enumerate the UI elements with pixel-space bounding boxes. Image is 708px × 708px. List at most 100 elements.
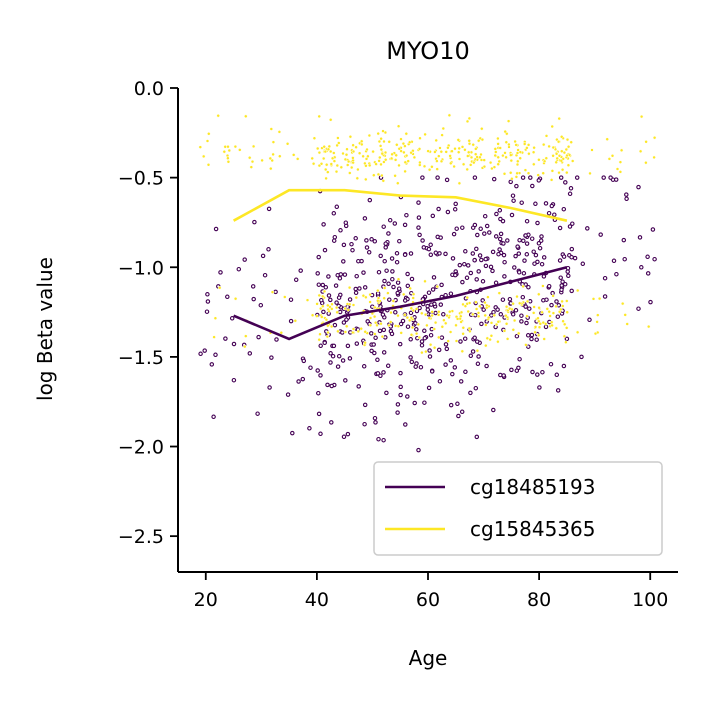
data-point-cg18485193	[341, 331, 344, 334]
data-point-cg15845365	[606, 138, 609, 141]
data-point-cg18485193	[512, 313, 515, 316]
data-point-cg18485193	[436, 176, 439, 179]
data-point-cg18485193	[390, 257, 393, 260]
data-point-cg15845365	[390, 311, 393, 314]
data-point-cg18485193	[512, 199, 515, 202]
data-point-cg15845365	[244, 335, 247, 338]
data-point-cg18485193	[382, 328, 385, 331]
data-point-cg18485193	[365, 246, 368, 249]
data-point-cg15845365	[576, 289, 579, 292]
data-point-cg18485193	[558, 226, 561, 229]
data-point-cg18485193	[450, 403, 453, 406]
data-point-cg15845365	[347, 309, 350, 312]
data-point-cg18485193	[206, 300, 209, 303]
data-point-cg15845365	[539, 322, 542, 325]
data-point-cg15845365	[420, 351, 423, 354]
data-point-cg15845365	[286, 142, 289, 145]
data-point-cg15845365	[346, 303, 349, 306]
data-point-cg15845365	[326, 324, 329, 327]
data-point-cg18485193	[516, 245, 519, 248]
data-point-cg18485193	[329, 361, 332, 364]
data-point-cg15845365	[369, 324, 372, 327]
data-point-cg15845365	[477, 315, 480, 318]
data-point-cg15845365	[561, 300, 564, 303]
data-point-cg15845365	[516, 172, 519, 175]
data-point-cg15845365	[437, 313, 440, 316]
data-point-cg18485193	[514, 254, 517, 257]
data-point-cg15845365	[292, 153, 295, 156]
data-point-cg18485193	[203, 349, 206, 352]
data-point-cg15845365	[415, 332, 418, 335]
data-point-cg15845365	[396, 182, 399, 185]
data-point-cg18485193	[286, 393, 289, 396]
data-point-cg15845365	[490, 321, 493, 324]
data-point-cg18485193	[484, 264, 487, 267]
data-point-cg15845365	[558, 154, 561, 157]
data-point-cg15845365	[537, 317, 540, 320]
data-point-cg15845365	[345, 325, 348, 328]
data-point-cg15845365	[280, 331, 283, 334]
data-point-cg18485193	[370, 332, 373, 335]
y-tick-label: −2.0	[118, 437, 164, 459]
data-point-cg18485193	[428, 355, 431, 358]
data-point-cg15845365	[382, 130, 385, 133]
data-point-cg15845365	[548, 310, 551, 313]
data-point-cg15845365	[355, 296, 358, 299]
x-tick-label: 60	[416, 589, 440, 611]
data-point-cg18485193	[475, 278, 478, 281]
data-point-cg15845365	[527, 143, 530, 146]
data-point-cg18485193	[476, 233, 479, 236]
data-point-cg15845365	[311, 314, 314, 317]
data-point-cg18485193	[378, 329, 381, 332]
data-point-cg18485193	[544, 325, 547, 328]
data-point-cg18485193	[515, 369, 518, 372]
data-point-cg15845365	[330, 325, 333, 328]
data-point-cg15845365	[495, 323, 498, 326]
data-point-cg15845365	[437, 155, 440, 158]
data-point-cg18485193	[261, 254, 264, 257]
data-point-cg15845365	[516, 160, 519, 163]
data-point-cg15845365	[386, 292, 389, 295]
data-point-cg18485193	[406, 284, 409, 287]
data-point-cg15845365	[331, 157, 334, 160]
data-point-cg18485193	[422, 246, 425, 249]
data-point-cg18485193	[531, 370, 534, 373]
data-point-cg15845365	[383, 140, 386, 143]
data-point-cg18485193	[488, 231, 491, 234]
data-point-cg18485193	[337, 296, 340, 299]
data-point-cg18485193	[405, 214, 408, 217]
data-point-cg18485193	[417, 448, 420, 451]
data-point-cg18485193	[609, 176, 612, 179]
data-point-cg15845365	[514, 140, 517, 143]
data-point-cg18485193	[382, 439, 385, 442]
data-point-cg18485193	[376, 358, 379, 361]
data-point-cg15845365	[350, 166, 353, 169]
data-point-cg18485193	[440, 283, 443, 286]
data-point-cg18485193	[529, 176, 532, 179]
data-point-cg15845365	[328, 145, 331, 148]
data-point-cg15845365	[388, 140, 391, 143]
data-point-cg15845365	[538, 326, 541, 329]
data-point-cg15845365	[589, 172, 592, 175]
data-point-cg18485193	[492, 408, 495, 411]
data-point-cg18485193	[406, 272, 409, 275]
data-point-cg18485193	[291, 431, 294, 434]
data-point-cg15845365	[485, 304, 488, 307]
data-point-cg18485193	[308, 427, 311, 430]
data-point-cg18485193	[316, 272, 319, 275]
legend-label-cg15845365: cg15845365	[470, 517, 596, 541]
data-point-cg18485193	[534, 253, 537, 256]
data-point-cg15845365	[466, 120, 469, 123]
data-point-cg15845365	[378, 156, 381, 159]
data-point-cg18485193	[493, 177, 496, 180]
data-point-cg18485193	[482, 308, 485, 311]
data-point-cg18485193	[473, 259, 476, 262]
data-point-cg18485193	[387, 282, 390, 285]
data-point-cg15845365	[446, 146, 449, 149]
data-point-cg15845365	[382, 179, 385, 182]
y-tick-label: −2.5	[118, 526, 164, 548]
data-point-cg18485193	[477, 270, 480, 273]
data-point-cg15845365	[598, 297, 601, 300]
data-point-cg15845365	[226, 157, 229, 160]
